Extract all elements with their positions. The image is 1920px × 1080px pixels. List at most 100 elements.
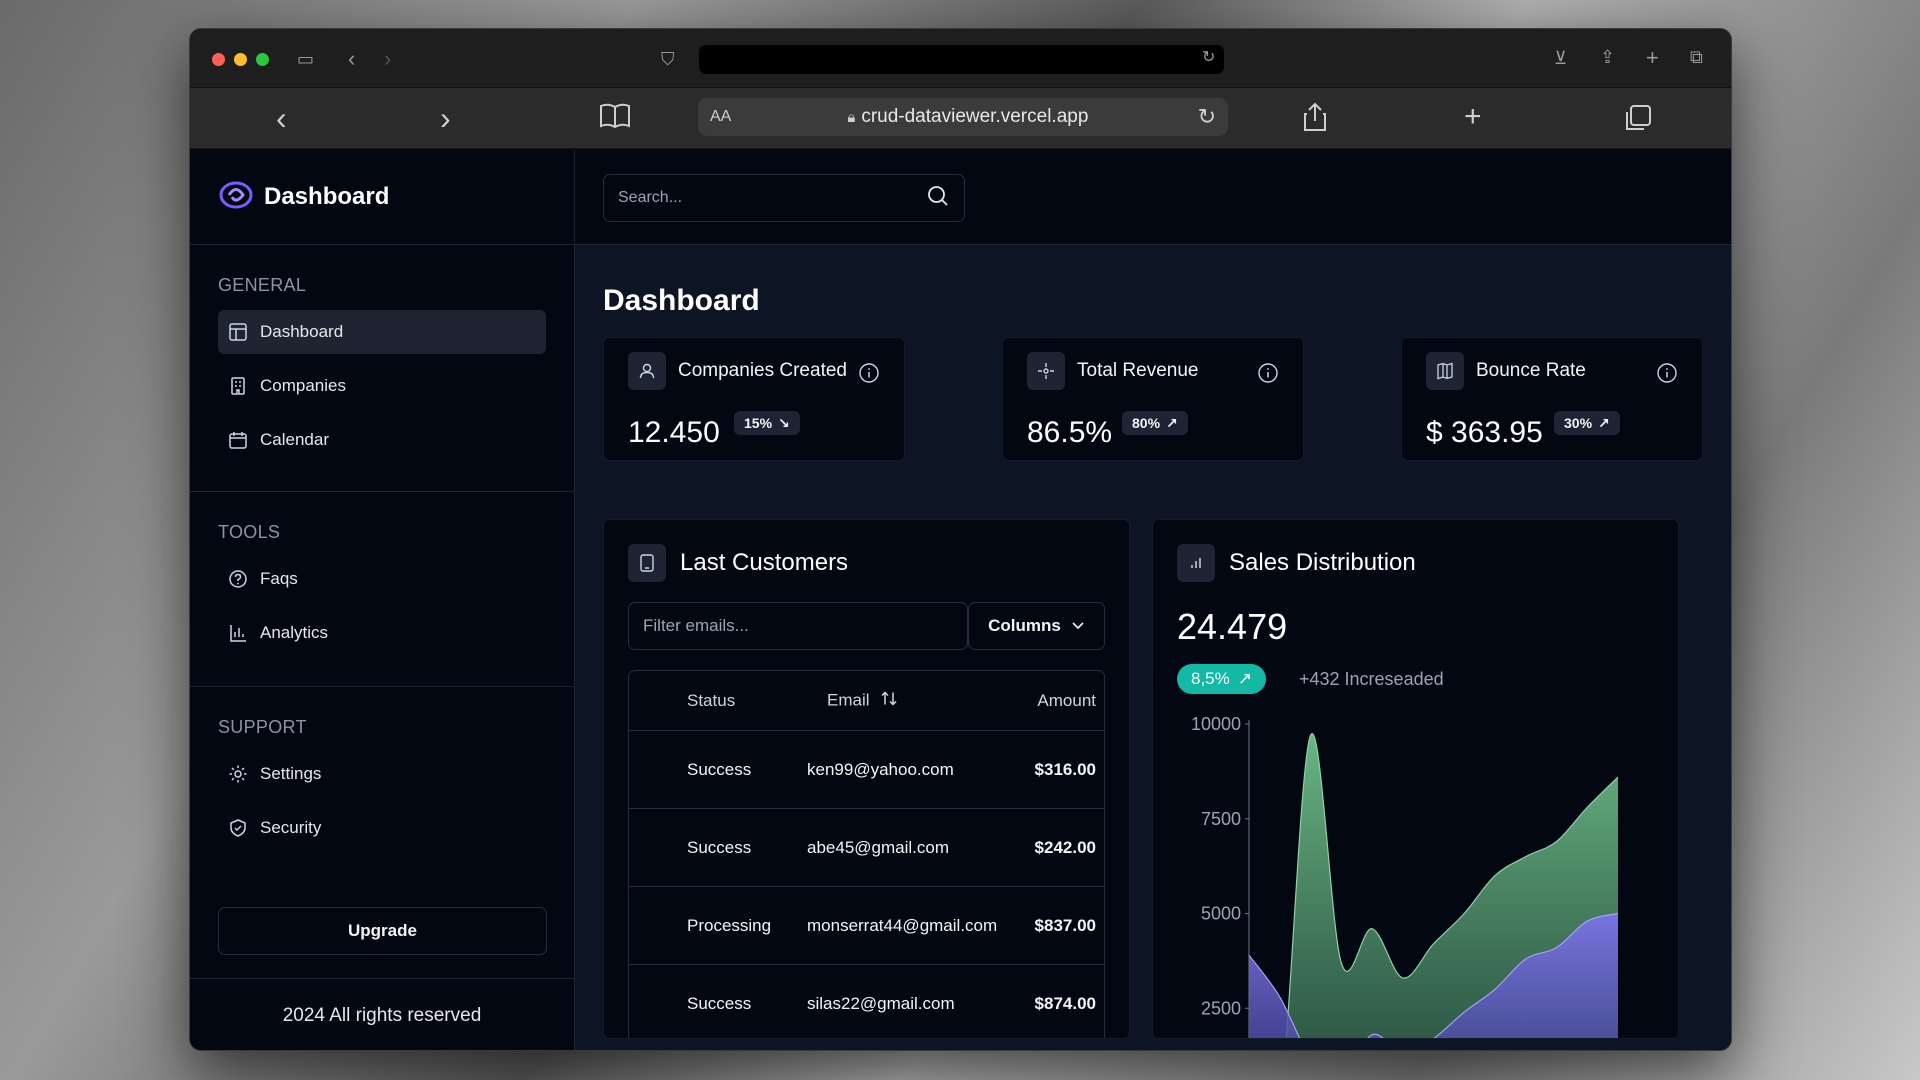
table-row[interactable]: Processing monserrat44@gmail.com $837.00 [629,887,1104,965]
cell-status: Success [687,837,752,857]
brand-title: Dashboard [264,183,390,210]
column-header-amount[interactable]: Amount [1037,690,1096,710]
share-icon[interactable] [1302,102,1328,136]
sidebar-item-label: Dashboard [260,322,344,341]
filter-emails-input[interactable]: Filter emails... [628,602,968,650]
nav-section-support: SUPPORT Settings Security [190,687,574,850]
reload-small-icon[interactable]: ↻ [1202,49,1216,66]
customers-table: Status Email Amount Success ken99@yahoo.… [628,670,1105,1038]
sidebar-item-calendar[interactable]: Calendar [218,418,546,462]
sidebar-toggle-icon[interactable]: ▭ [297,49,315,69]
mac-title-bar: ▭ ‹ › ⛉ ↻ ⊻ ⇪ + ⧉ [190,29,1731,88]
back-small-icon[interactable]: ‹ [348,46,356,71]
address-url: crud-dataviewer.vercel.app [861,106,1089,127]
cell-amount: $837.00 [1034,915,1096,935]
search-placeholder: Search... [618,189,683,206]
table-row[interactable]: Success abe45@gmail.com $242.00 [629,809,1104,887]
tabs-overview-icon[interactable] [1624,104,1652,136]
cell-email: silas22@gmail.com [807,993,955,1013]
browser-window: ▭ ‹ › ⛉ ↻ ⊻ ⇪ + ⧉ ‹ › + AA 🔒︎ crud-datav… [189,28,1732,1051]
y-tick-label: 5000 [1201,904,1241,924]
layout-icon [228,322,248,342]
privacy-shield-icon[interactable]: ⛉ [661,49,675,69]
address-bar[interactable]: AA 🔒︎ crud-dataviewer.vercel.app ↻ [698,98,1228,136]
chevron-down-icon [1071,616,1085,636]
sidebar-item-analytics[interactable]: Analytics [218,611,546,655]
sidebar-item-settings[interactable]: Settings [218,752,546,796]
sales-badge-label: 8,5% [1191,669,1230,688]
sort-icon[interactable] [880,689,898,712]
help-circle-icon [228,569,248,589]
downloads-icon[interactable]: ⊻ [1554,48,1568,68]
stat-title: Total Revenue [1077,360,1199,381]
cell-amount: $316.00 [1034,759,1096,779]
stat-title: Bounce Rate [1476,360,1586,381]
cell-status: Processing [687,915,772,935]
sales-badge: 8,5% ↗ [1177,664,1266,694]
last-customers-card: Last Customers Filter emails... Columns … [603,519,1130,1039]
bar-chart-icon [1177,544,1215,582]
series-line-0 [1285,733,1619,1038]
table-row[interactable]: Success ken99@yahoo.com $316.00 [629,731,1104,809]
stat-badge: 15% ↘ [734,411,800,435]
text-size-button[interactable]: AA [710,108,732,125]
back-icon[interactable]: ‹ [276,100,287,136]
series-area-1 [1249,913,1618,1038]
y-tick-label: 7500 [1201,809,1241,829]
card-title: Sales Distribution [1229,549,1416,576]
share-small-icon[interactable]: ⇪ [1600,47,1616,67]
upgrade-button[interactable]: Upgrade [218,907,547,955]
filter-placeholder: Filter emails... [643,616,749,635]
zoom-window-button[interactable] [256,53,269,66]
copyright-text: 2024 All rights reserved [282,1005,482,1026]
column-header-email-label: Email [827,690,870,710]
info-icon[interactable] [1656,362,1678,389]
top-bar: Search... [575,150,1731,245]
new-tab-icon[interactable]: + [1464,100,1482,133]
mac-url-bar[interactable] [699,45,1224,74]
cell-email: abe45@gmail.com [807,837,949,857]
y-tick-label: 2500 [1201,998,1241,1018]
sidebar-item-label: Security [260,818,322,837]
bar-chart-icon [228,623,248,643]
stat-badge-label: 30% [1564,415,1593,431]
new-tab-small-icon[interactable]: + [1646,45,1659,70]
minimize-window-button[interactable] [234,53,247,66]
table-row[interactable]: Success silas22@gmail.com $874.00 [629,965,1104,1038]
sidebar-item-dashboard[interactable]: Dashboard [218,310,546,354]
stat-card-revenue: Total Revenue 86.5% 80% ↗ [1002,337,1304,461]
building-icon [228,376,248,396]
info-icon[interactable] [858,362,880,389]
table-header-row: Status Email Amount [629,671,1104,731]
nav-section-general: GENERAL Dashboard Companies Calendar [190,245,574,492]
reload-icon[interactable]: ↻ [1197,104,1216,129]
card-title: Last Customers [680,549,849,576]
sidebar-item-label: Calendar [260,430,329,449]
nav-heading: SUPPORT [218,717,307,737]
footer-divider [190,978,574,979]
sidebar-item-faqs[interactable]: Faqs [218,557,546,601]
y-tick-label: 10000 [1191,714,1241,734]
stat-card-companies: Companies Created 12.450 15% ↘ [603,337,905,461]
tabs-overview-small-icon[interactable]: ⧉ [1690,47,1703,67]
sidebar-item-label: Settings [260,764,322,783]
search-icon [926,184,950,213]
column-header-email[interactable]: Email [827,689,898,712]
series-line-1 [1248,912,1619,1038]
sales-increase-text: +432 Increseaded [1299,669,1444,689]
search-input[interactable]: Search... [603,174,965,222]
column-header-status[interactable]: Status [687,690,736,710]
trend-down-icon: ↘ [778,414,790,431]
sales-area-chart: 10000 7500 5000 2500 [1191,714,1619,1038]
nav-heading: TOOLS [218,522,281,542]
columns-label: Columns [988,616,1061,635]
forward-small-icon[interactable]: › [384,46,392,71]
users-icon [628,352,666,390]
sidebar-item-companies[interactable]: Companies [218,364,546,408]
forward-icon[interactable]: › [440,100,451,136]
info-icon[interactable] [1257,362,1279,389]
sidebar-item-security[interactable]: Security [218,806,546,850]
columns-dropdown-button[interactable]: Columns [968,602,1105,650]
close-window-button[interactable] [212,53,225,66]
bookmarks-icon[interactable] [599,103,631,133]
